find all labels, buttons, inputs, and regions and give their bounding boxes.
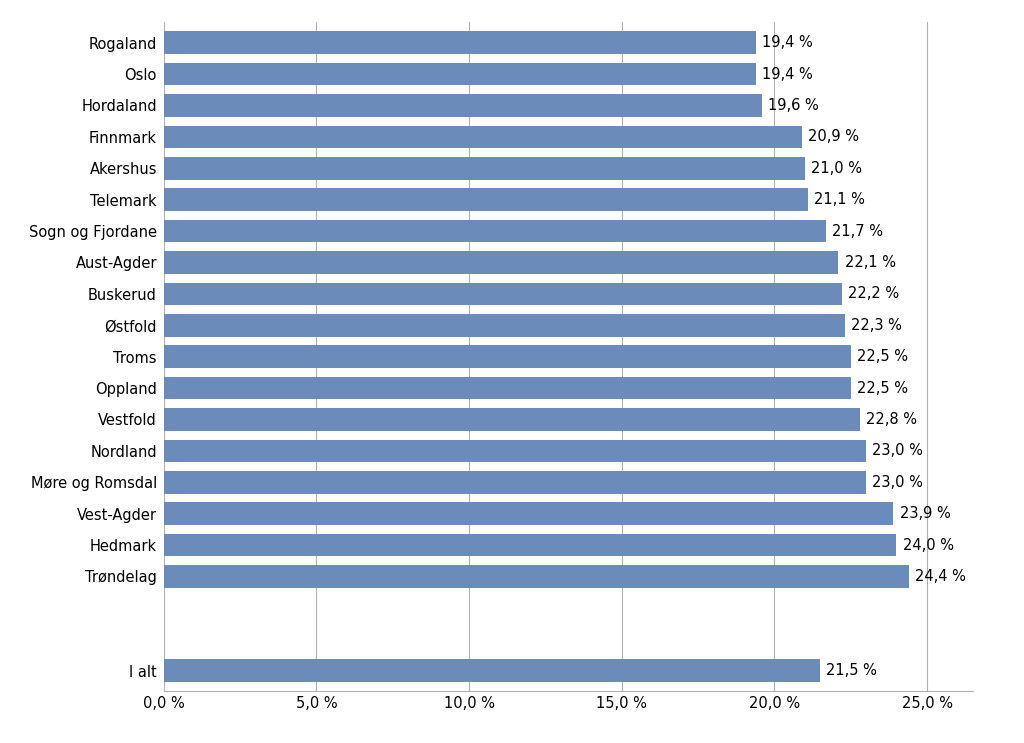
Bar [164,502,893,525]
Bar [164,440,866,462]
Bar [164,251,839,273]
Text: 20,9 %: 20,9 % [808,129,859,144]
Text: 22,5 %: 22,5 % [857,380,908,395]
Bar [164,282,842,305]
Text: 21,1 %: 21,1 % [814,192,865,207]
Bar [164,565,908,588]
Bar [164,31,756,54]
Text: 19,6 %: 19,6 % [768,98,819,113]
Text: 22,2 %: 22,2 % [848,286,899,302]
Bar [164,94,762,117]
Text: 24,4 %: 24,4 % [914,569,966,584]
Text: 21,7 %: 21,7 % [833,224,884,239]
Text: 23,9 %: 23,9 % [899,506,950,521]
Bar [164,377,851,399]
Bar [164,63,756,85]
Text: 22,1 %: 22,1 % [845,255,896,270]
Text: 23,0 %: 23,0 % [872,475,923,490]
Text: 19,4 %: 19,4 % [762,67,813,82]
Bar [164,314,845,337]
Text: 21,5 %: 21,5 % [826,663,878,678]
Bar [164,345,851,368]
Bar [164,533,896,557]
Bar [164,157,805,180]
Bar [164,126,802,148]
Text: 22,8 %: 22,8 % [866,412,916,427]
Bar [164,189,808,211]
Text: 21,0 %: 21,0 % [811,160,862,176]
Text: 22,5 %: 22,5 % [857,349,908,364]
Text: 24,0 %: 24,0 % [902,537,953,553]
Text: 23,0 %: 23,0 % [872,444,923,458]
Bar [164,220,826,242]
Text: 22,3 %: 22,3 % [851,318,901,333]
Text: 19,4 %: 19,4 % [762,35,813,51]
Bar [164,659,820,682]
Bar [164,408,860,431]
Bar [164,471,866,493]
